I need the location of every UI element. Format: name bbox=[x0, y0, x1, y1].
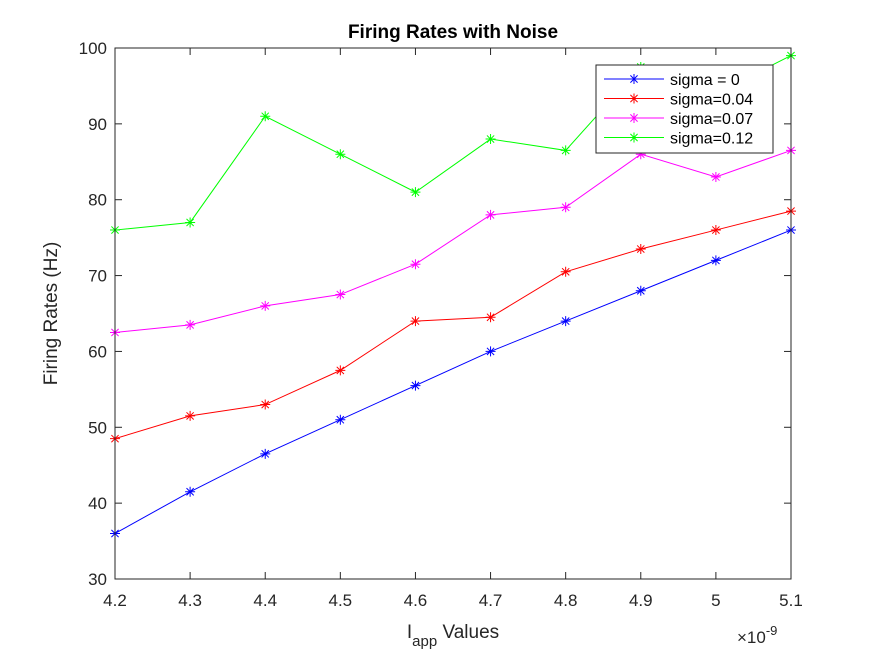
data-point bbox=[335, 289, 346, 300]
data-point bbox=[260, 111, 271, 122]
x-tick-label: 4.7 bbox=[479, 591, 503, 610]
series-2 bbox=[110, 145, 796, 338]
data-point bbox=[710, 225, 721, 236]
y-tick-label: 50 bbox=[88, 418, 107, 437]
data-point bbox=[560, 316, 571, 327]
legend-label: sigma = 0 bbox=[670, 72, 740, 89]
x-tick-label: 4.2 bbox=[103, 591, 127, 610]
legend-entry-1: sigma=0.04 bbox=[604, 92, 753, 109]
y-tick-label: 80 bbox=[88, 191, 107, 210]
legend-label: sigma=0.04 bbox=[670, 92, 753, 109]
x-tick-label: 4.5 bbox=[329, 591, 353, 610]
legend-marker bbox=[629, 93, 639, 104]
y-tick-label: 100 bbox=[79, 39, 107, 58]
data-point bbox=[335, 365, 346, 376]
series-line bbox=[114, 210, 792, 440]
legend-marker bbox=[629, 74, 639, 84]
data-point bbox=[185, 410, 196, 421]
legend-marker bbox=[629, 113, 639, 123]
legend-label: sigma=0.07 bbox=[670, 111, 753, 128]
x-axis-exponent-power: -9 bbox=[766, 623, 778, 638]
data-point bbox=[710, 171, 721, 182]
data-point bbox=[260, 300, 271, 311]
x-tick-label: 4.8 bbox=[554, 591, 578, 610]
x-tick-label: 4.4 bbox=[253, 591, 277, 610]
legend-entry-0: sigma = 0 bbox=[604, 72, 740, 89]
x-tick-label: 4.9 bbox=[629, 591, 653, 610]
x-tick-label: 4.6 bbox=[404, 591, 428, 610]
legend-label: sigma=0.12 bbox=[670, 131, 753, 148]
chart-title: Firing Rates with Noise bbox=[348, 22, 558, 43]
data-point bbox=[635, 285, 646, 296]
y-tick-label: 90 bbox=[88, 115, 107, 134]
data-point bbox=[710, 255, 721, 266]
legend: sigma = 0 sigma=0.04 sigma=0.07 sigma=0.12 bbox=[595, 64, 774, 154]
legend-entry-3: sigma=0.12 bbox=[604, 131, 753, 148]
x-tick-label: 4.3 bbox=[178, 591, 202, 610]
x-axis-label-main: I bbox=[407, 622, 412, 643]
data-point bbox=[485, 134, 496, 145]
series-layer bbox=[110, 50, 796, 539]
data-point bbox=[485, 209, 496, 220]
data-point bbox=[560, 266, 571, 277]
series-line bbox=[114, 229, 792, 534]
axes-box bbox=[114, 47, 792, 580]
data-point bbox=[260, 399, 271, 410]
data-point bbox=[260, 448, 271, 459]
data-point bbox=[410, 316, 421, 327]
data-point bbox=[410, 259, 421, 270]
y-axis-label: Firing Rates (Hz) bbox=[41, 242, 62, 386]
y-tick-label: 70 bbox=[88, 267, 107, 286]
x-axis-label-subscript: app bbox=[412, 633, 437, 650]
data-point bbox=[335, 414, 346, 425]
axes-layer: 4.2 4.3 4.4 4.5 4.6 4.7 4.8 4.9 5 5.1 30 40 50 60 70 80… bbox=[79, 39, 803, 610]
data-point bbox=[485, 312, 496, 323]
legend-marker bbox=[629, 132, 639, 143]
legend-box bbox=[595, 64, 774, 154]
data-point bbox=[335, 149, 346, 160]
legend-entry-2: sigma=0.07 bbox=[604, 111, 753, 128]
y-tick-label: 60 bbox=[88, 342, 107, 361]
series-0 bbox=[110, 225, 796, 539]
data-point bbox=[185, 217, 196, 228]
data-point bbox=[185, 319, 196, 330]
x-tick-label: 5.1 bbox=[779, 591, 803, 610]
data-point bbox=[185, 486, 196, 497]
data-point bbox=[560, 145, 571, 156]
x-axis-label: Iapp Values bbox=[407, 622, 499, 650]
x-tick-label: 5 bbox=[711, 591, 720, 610]
x-axis-exponent: ×10-9 bbox=[737, 623, 777, 647]
data-point bbox=[410, 380, 421, 391]
x-axis-label-rest: Values bbox=[437, 622, 499, 643]
data-point bbox=[485, 346, 496, 357]
series-line bbox=[114, 149, 792, 333]
y-tick-label: 40 bbox=[88, 494, 107, 513]
data-point bbox=[635, 149, 646, 160]
x-axis-exponent-base: ×10 bbox=[737, 628, 766, 647]
data-point bbox=[410, 187, 421, 198]
data-point bbox=[560, 202, 571, 213]
y-tick-label: 30 bbox=[88, 570, 107, 589]
data-point bbox=[635, 244, 646, 255]
